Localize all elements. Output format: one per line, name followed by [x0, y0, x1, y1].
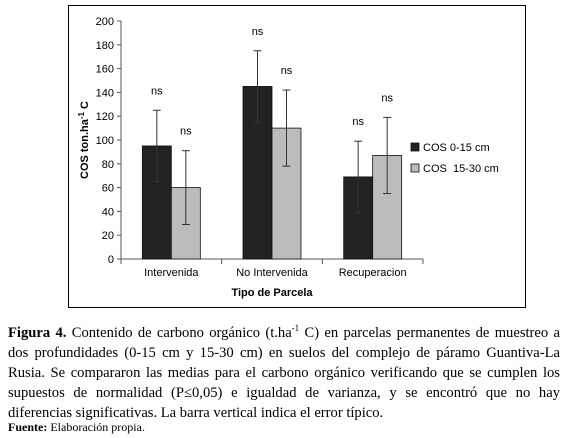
y-tick-label: 200	[96, 16, 114, 28]
data-label: ns	[252, 26, 264, 38]
legend-swatch	[410, 142, 420, 152]
data-label: ns	[180, 126, 192, 138]
bar-chart: 0 20 40 60 80 100 120 140 160 180 200 Intervenida No…	[77, 16, 499, 299]
x-tick-label: Intervenida	[144, 267, 199, 279]
caption-text-1: Contenido de carbono orgánico (t.ha	[66, 324, 292, 341]
figure-label: Figura 4.	[8, 324, 67, 341]
y-tick-label: 20	[102, 230, 114, 242]
y-tick-label: 0	[108, 254, 114, 266]
y-tick-label: 60	[102, 183, 114, 195]
x-tick-label: Recuperacion	[339, 267, 407, 279]
y-tick-label: 160	[96, 64, 114, 76]
x-axis-title: Tipo de Parcela	[231, 287, 313, 299]
legend-label: COS 15-30 cm	[423, 163, 499, 175]
data-label: ns	[352, 116, 364, 128]
caption-text-2: C) en parcelas permanentes de muestreo a…	[8, 324, 560, 421]
x-tick-label: No Intervenida	[236, 267, 308, 279]
data-label: ns	[281, 65, 293, 77]
y-axis-title: COS ton.ha-1 C	[77, 101, 91, 179]
y-tick-label: 140	[96, 87, 114, 99]
figure-caption: Figura 4. Contenido de carbono orgánico …	[8, 318, 560, 423]
y-tick-label: 100	[96, 135, 114, 147]
y-tick-label: 40	[102, 206, 114, 218]
chart-frame: 0 20 40 60 80 100 120 140 160 180 200 Intervenida No…	[68, 5, 526, 308]
caption-superscript: -1	[291, 323, 300, 333]
source-text: Elaboración propia.	[47, 420, 145, 434]
source-label: Fuente:	[8, 420, 48, 434]
y-tick-label: 180	[96, 40, 114, 52]
y-tick-label: 120	[96, 111, 114, 123]
legend-swatch	[410, 163, 420, 173]
figure-source: Fuente: Elaboración propia.	[8, 420, 145, 435]
data-label: ns	[151, 85, 163, 97]
y-tick-label: 80	[102, 159, 114, 171]
data-label: ns	[381, 92, 393, 104]
legend-label: COS 0-15 cm	[423, 142, 490, 154]
